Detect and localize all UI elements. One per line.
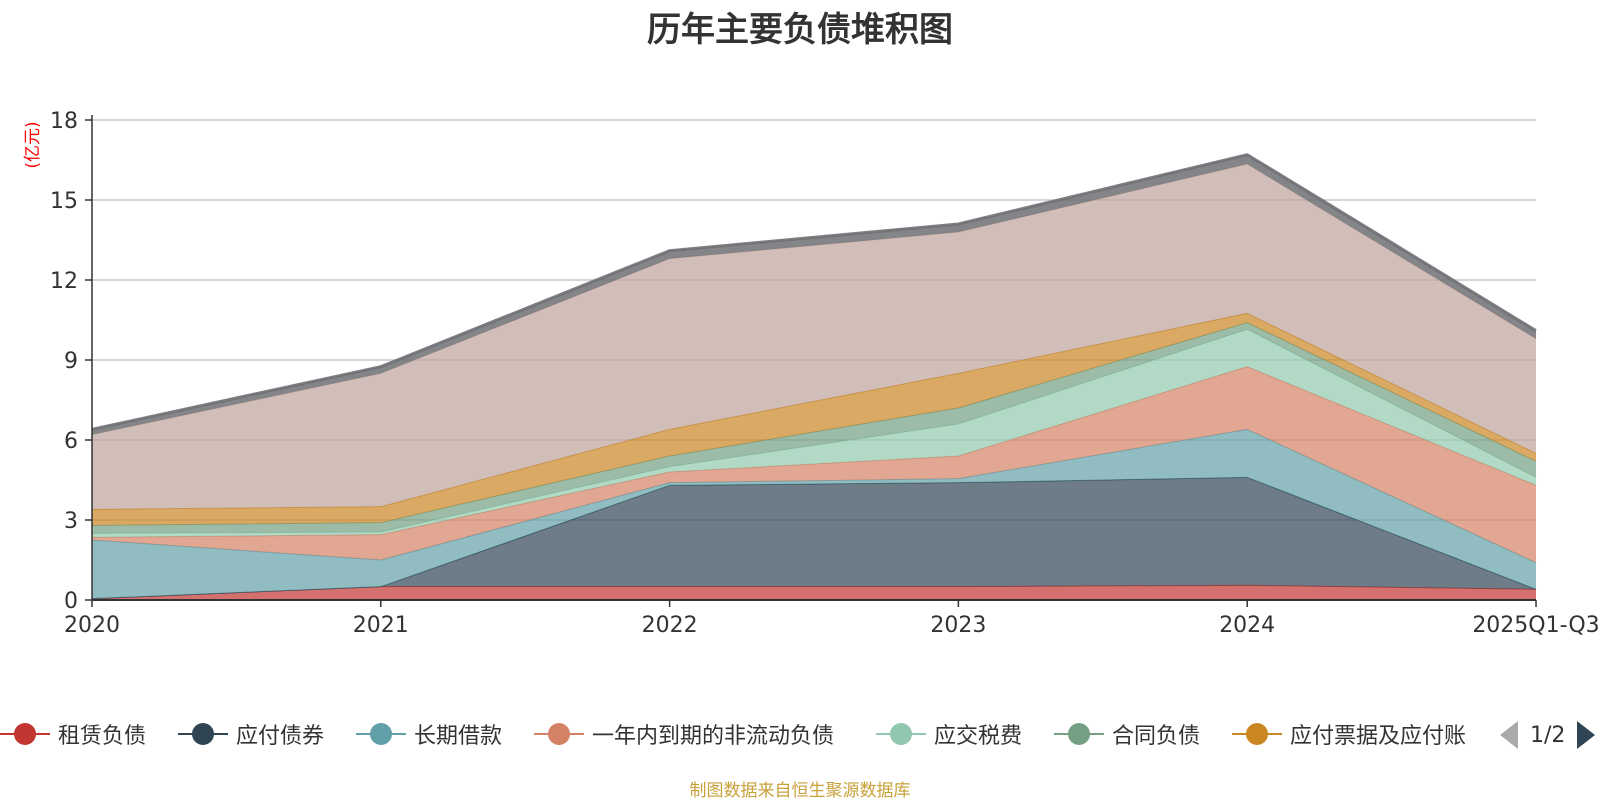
- area-series-1[interactable]: [92, 585, 1536, 600]
- area-series-5[interactable]: [92, 329, 1536, 538]
- chart-title: 历年主要负债堆积图: [647, 10, 953, 50]
- legend-label: 应付债券: [236, 724, 325, 749]
- legend-label: 应交税费: [934, 724, 1023, 749]
- source-note: 制图数据来自恒生聚源数据库: [689, 781, 911, 801]
- y-tick-label: 0: [64, 589, 78, 614]
- legend-item[interactable]: 一年内到期的非流动负债: [534, 720, 835, 749]
- area-series-4[interactable]: [92, 366, 1536, 563]
- x-tick-label: 2023: [930, 613, 986, 638]
- legend-label: 租赁负债: [58, 724, 147, 749]
- series-line-9: [91, 153, 1537, 431]
- legend-item[interactable]: 应付票据及应付账: [1232, 720, 1467, 749]
- area-series-8[interactable]: [92, 164, 1536, 510]
- legend: 租赁负债 应付债券 长期借款 一年内到期的非流动负债 应交税费 合同负债 应付票据及应付账 …: [0, 712, 1600, 756]
- area-series-7[interactable]: [92, 313, 1536, 526]
- x-tick-label: 2020: [64, 613, 120, 638]
- legend-item[interactable]: 应交税费: [876, 720, 1023, 749]
- legend-item[interactable]: 合同负债: [1054, 720, 1201, 749]
- legend-pager: 1/2: [1500, 720, 1596, 750]
- x-tick-label: 2021: [353, 613, 409, 638]
- x-tick-label: 2022: [642, 613, 698, 638]
- legend-next-icon[interactable]: [1577, 721, 1596, 749]
- legend-marker-icon: [1232, 720, 1282, 748]
- legend-marker-icon: [356, 720, 406, 748]
- legend-label: 长期借款: [414, 724, 503, 749]
- area-series-3[interactable]: [92, 429, 1536, 599]
- legend-marker-icon: [876, 720, 926, 748]
- legend-item[interactable]: 应付债券: [178, 720, 325, 749]
- y-axis-label: (亿元): [23, 121, 43, 168]
- legend-page-indicator: 1/2: [1530, 722, 1566, 748]
- legend-prev-icon[interactable]: [1500, 721, 1518, 749]
- area-series-2[interactable]: [92, 477, 1536, 599]
- legend-label: 应付票据及应付账: [1290, 724, 1467, 749]
- legend-item[interactable]: 租赁负债: [0, 720, 147, 749]
- legend-label: 合同负债: [1112, 724, 1201, 749]
- x-tick-label: 2025Q1-Q3: [1472, 613, 1599, 638]
- y-tick-label: 9: [64, 349, 78, 374]
- y-tick-label: 15: [50, 189, 78, 214]
- x-tick-label: 2024: [1219, 613, 1275, 638]
- y-tick-label: 3: [64, 509, 78, 534]
- legend-marker-icon: [534, 720, 584, 748]
- y-tick-label: 6: [64, 429, 78, 454]
- legend-label: 一年内到期的非流动负债: [592, 724, 835, 749]
- legend-marker-icon: [178, 720, 228, 748]
- legend-marker-icon: [1054, 720, 1104, 748]
- legend-marker-icon: [0, 720, 50, 748]
- legend-item[interactable]: 长期借款: [356, 720, 503, 749]
- y-tick-label: 18: [50, 109, 78, 134]
- y-tick-label: 12: [50, 269, 78, 294]
